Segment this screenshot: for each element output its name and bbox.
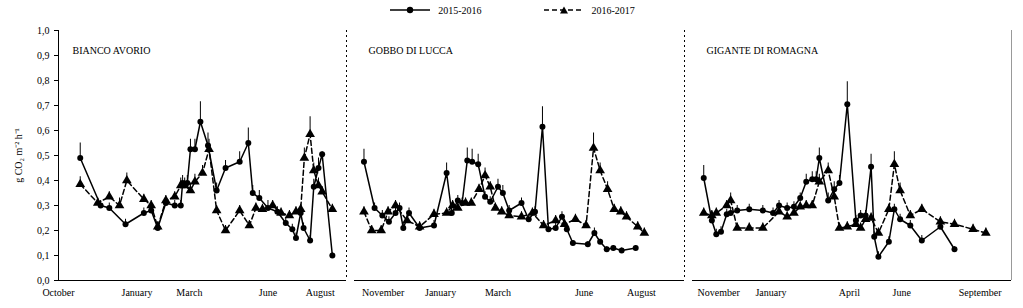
svg-text:0,1: 0,1 <box>37 250 50 261</box>
svg-text:GOBBO DI LUCCA: GOBBO DI LUCCA <box>369 45 454 56</box>
svg-text:November: November <box>362 287 405 298</box>
svg-text:November: November <box>698 287 741 298</box>
svg-text:April: April <box>839 287 860 298</box>
svg-text:BIANCO AVORIO: BIANCO AVORIO <box>73 45 151 56</box>
svg-text:October: October <box>42 287 75 298</box>
html-text:2016-2017: 2016-2017 <box>591 4 635 16</box>
svg-text:0,3: 0,3 <box>37 200 50 211</box>
html-text:2015-2016: 2015-2016 <box>438 4 482 16</box>
svg-text:0,6: 0,6 <box>37 125 50 136</box>
svg-text:March: March <box>176 287 202 298</box>
svg-text:0,0: 0,0 <box>37 275 50 286</box>
svg-text:g CO₂ m⁻² h⁻¹: g CO₂ m⁻² h⁻¹ <box>13 128 24 183</box>
svg-text:GIGANTE DI ROMAGNA: GIGANTE DI ROMAGNA <box>707 45 819 56</box>
svg-text:March: March <box>485 287 511 298</box>
svg-text:June: June <box>575 287 594 298</box>
svg-text:August: August <box>627 287 656 298</box>
svg-text:June: June <box>893 287 912 298</box>
svg-text:January: January <box>121 287 152 298</box>
svg-text:January: January <box>755 287 786 298</box>
svg-text:0,5: 0,5 <box>37 150 50 161</box>
svg-text:1,0: 1,0 <box>37 25 50 36</box>
svg-text:January: January <box>425 287 456 298</box>
svg-text:0,7: 0,7 <box>37 100 50 111</box>
svg-text:0,8: 0,8 <box>37 75 50 86</box>
svg-text:August: August <box>306 287 335 298</box>
svg-text:0,9: 0,9 <box>37 50 50 61</box>
svg-text:June: June <box>259 287 278 298</box>
svg-text:0,2: 0,2 <box>37 225 50 236</box>
svg-text:0,4: 0,4 <box>37 175 50 186</box>
svg-text:September: September <box>959 287 1002 298</box>
